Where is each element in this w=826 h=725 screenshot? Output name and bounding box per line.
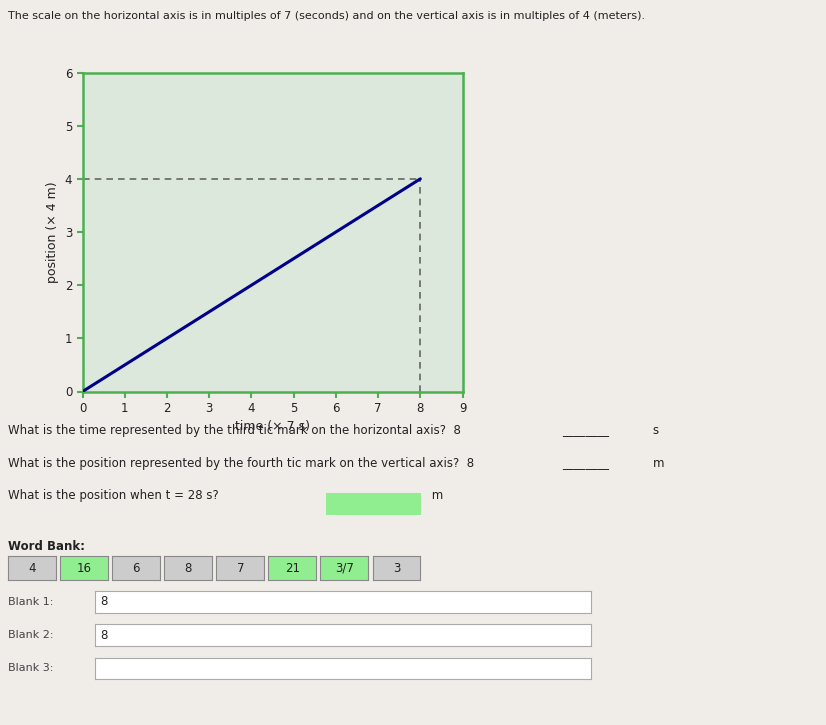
Y-axis label: position (× 4 m): position (× 4 m) xyxy=(46,181,59,283)
Text: Blank 2:: Blank 2: xyxy=(8,630,54,640)
Text: m: m xyxy=(428,489,443,502)
Text: 16: 16 xyxy=(77,562,92,574)
Text: 7: 7 xyxy=(236,562,244,574)
Text: 21: 21 xyxy=(285,562,300,574)
Text: 4: 4 xyxy=(28,562,36,574)
X-axis label: time (× 7 s): time (× 7 s) xyxy=(235,420,310,434)
Text: 6: 6 xyxy=(132,562,140,574)
Text: The scale on the horizontal axis is in multiples of 7 (seconds) and on the verti: The scale on the horizontal axis is in m… xyxy=(8,11,645,21)
Text: 3: 3 xyxy=(393,562,400,574)
Text: 8: 8 xyxy=(100,595,107,608)
Text: Blank 3:: Blank 3: xyxy=(8,663,54,674)
Text: ________: ________ xyxy=(562,457,609,470)
Text: What is the position represented by the fourth tic mark on the vertical axis?  8: What is the position represented by the … xyxy=(8,457,474,470)
Text: s: s xyxy=(653,424,658,437)
Text: 3/7: 3/7 xyxy=(335,562,354,574)
Text: What is the position when t = 28 s?: What is the position when t = 28 s? xyxy=(8,489,226,502)
Text: 8: 8 xyxy=(100,629,107,642)
Text: ________: ________ xyxy=(562,424,609,437)
Text: Blank 1:: Blank 1: xyxy=(8,597,54,607)
Text: m: m xyxy=(653,457,664,470)
Text: Word Bank:: Word Bank: xyxy=(8,540,85,553)
Text: What is the time represented by the third tic mark on the horizontal axis?  8: What is the time represented by the thir… xyxy=(8,424,461,437)
Text: 8: 8 xyxy=(185,562,192,574)
